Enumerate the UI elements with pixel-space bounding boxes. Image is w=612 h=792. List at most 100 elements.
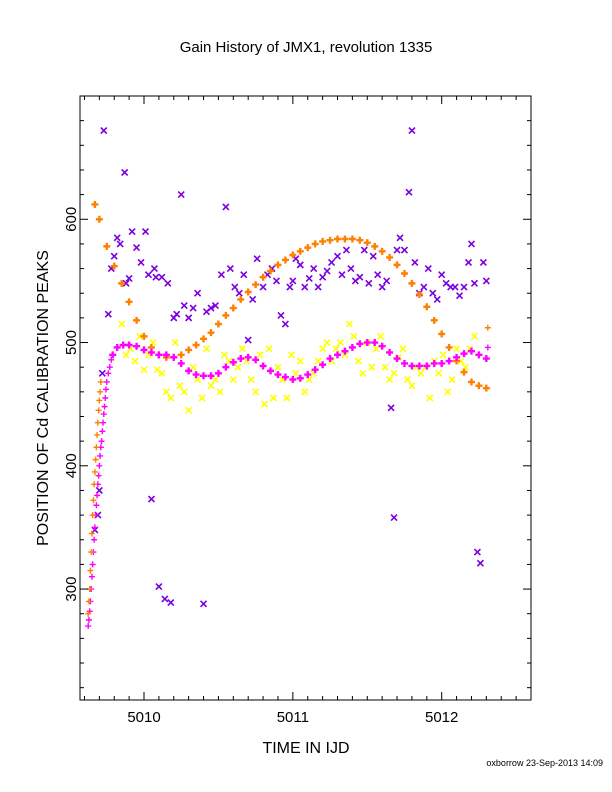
data-point-purple <box>365 279 373 287</box>
data-point-purple <box>244 336 252 344</box>
data-point-magenta-fit <box>252 356 260 364</box>
data-point-orange-fit <box>348 235 356 243</box>
data-point-purple <box>185 314 193 322</box>
data-point-yellow <box>453 345 461 353</box>
data-point-magenta-fit <box>371 339 379 347</box>
data-point-magenta-early <box>85 616 92 623</box>
data-point-magenta-fit <box>125 341 133 349</box>
data-point-orange-early <box>484 324 491 331</box>
data-point-purple <box>164 279 172 287</box>
data-point-magenta-early <box>105 370 112 377</box>
data-point-orange-fit <box>430 316 438 324</box>
y-tick-label: 500 <box>63 330 80 355</box>
data-point-yellow <box>252 388 260 396</box>
data-point-purple <box>286 283 294 291</box>
data-point-purple <box>144 271 153 279</box>
data-point-yellow <box>135 332 144 340</box>
data-point-yellow <box>202 345 211 353</box>
data-point-orange-fit <box>244 288 252 296</box>
data-point-orange-fit <box>133 316 141 324</box>
data-point-yellow <box>261 400 269 408</box>
data-point-magenta-fit <box>423 362 431 370</box>
data-point-yellow <box>457 357 465 365</box>
data-point-orange-early <box>95 407 102 414</box>
data-point-magenta-fit <box>311 366 319 374</box>
data-point-magenta-early <box>99 428 106 435</box>
data-point-yellow <box>176 382 184 390</box>
data-point-purple <box>100 126 108 135</box>
data-point-purple <box>235 289 243 297</box>
data-point-magenta-fit <box>289 376 297 384</box>
data-point-purple <box>482 277 490 285</box>
data-point-purple <box>199 600 208 608</box>
data-point-orange-early <box>88 530 95 537</box>
data-point-orange-fit <box>415 290 423 298</box>
data-point-purple <box>374 271 382 279</box>
data-point-magenta-early <box>108 356 115 363</box>
data-point-purple <box>360 246 368 254</box>
data-point-yellow <box>403 375 412 384</box>
data-point-purple <box>319 273 327 281</box>
data-point-yellow <box>207 382 215 390</box>
data-point-purple <box>314 283 322 291</box>
x-axis-label: TIME IN IJD <box>262 740 349 757</box>
data-point-yellow <box>444 388 452 396</box>
data-point-orange-fit <box>281 256 289 264</box>
data-point-yellow <box>399 345 407 353</box>
data-point-yellow <box>265 345 273 353</box>
data-point-orange-fit <box>423 303 431 311</box>
data-point-orange-fit <box>475 382 483 390</box>
data-point-orange-fit <box>222 311 230 319</box>
series-magenta-early <box>85 344 491 630</box>
data-point-yellow <box>216 388 224 396</box>
data-point-purple <box>451 283 459 291</box>
data-point-purple <box>217 271 225 279</box>
data-point-orange-fit <box>207 329 215 337</box>
data-point-purple <box>259 283 267 291</box>
data-point-purple <box>173 310 181 318</box>
data-point-purple <box>369 252 377 260</box>
data-point-magenta-fit <box>222 363 230 371</box>
data-point-orange-fit <box>326 236 334 244</box>
data-point-purple <box>189 304 197 312</box>
data-point-yellow <box>314 357 322 365</box>
data-point-magenta-fit <box>192 371 200 379</box>
data-point-yellow <box>211 375 220 384</box>
data-point-magenta-fit <box>348 343 356 351</box>
data-point-orange-fit <box>252 281 260 289</box>
data-point-magenta-fit <box>482 355 490 363</box>
data-point-magenta-fit <box>408 362 416 370</box>
data-point-magenta-fit <box>109 351 117 359</box>
data-point-purple <box>390 514 398 522</box>
data-point-magenta-early <box>103 386 110 393</box>
data-point-orange-fit <box>482 384 490 392</box>
data-point-orange-fit <box>214 320 222 328</box>
series-orange-early <box>85 324 491 617</box>
data-point-purple <box>455 292 464 300</box>
data-point-magenta-fit <box>185 367 193 375</box>
data-point-orange-fit <box>237 295 245 303</box>
data-point-orange-fit <box>125 298 133 306</box>
data-point-orange-fit <box>311 240 319 248</box>
data-point-purple <box>438 271 446 279</box>
data-point-purple <box>476 559 484 567</box>
data-point-purple <box>289 277 297 285</box>
y-tick-label: 600 <box>63 207 80 232</box>
data-point-purple <box>104 310 112 318</box>
data-point-magenta-fit <box>140 346 148 354</box>
data-point-purple <box>301 283 309 291</box>
data-point-purple <box>253 255 261 263</box>
data-point-orange-fit <box>378 247 386 255</box>
data-point-magenta-fit <box>386 348 394 356</box>
y-axis-label: POSITION OF Cd CALIBRATION PEAKS <box>35 250 52 546</box>
data-point-orange-fit <box>356 236 364 244</box>
data-point-purple <box>333 252 342 260</box>
data-point-yellow <box>158 369 166 377</box>
series-layer <box>85 126 491 630</box>
data-point-orange-fit <box>363 239 371 247</box>
data-point-purple <box>272 277 281 285</box>
data-point-yellow <box>341 351 349 359</box>
data-point-yellow <box>359 369 367 377</box>
data-point-magenta-fit <box>438 359 446 367</box>
data-point-orange-fit <box>185 346 193 354</box>
